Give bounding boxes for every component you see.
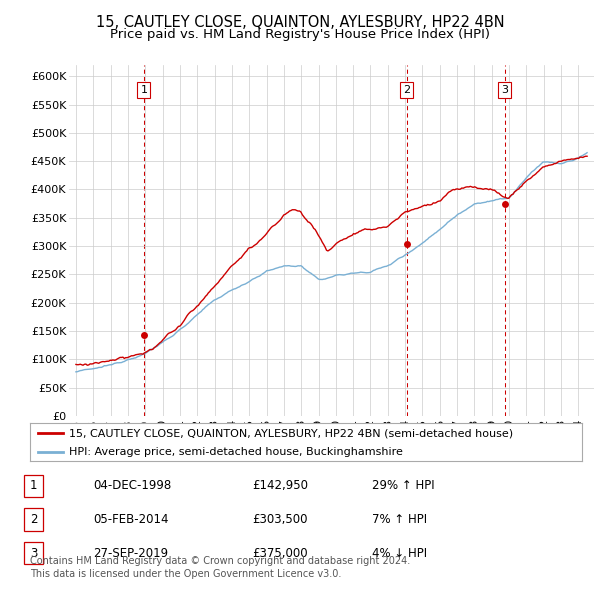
Text: 1: 1 [140,86,148,96]
Text: 29% ↑ HPI: 29% ↑ HPI [372,479,434,493]
Text: £375,000: £375,000 [252,546,308,560]
Text: 27-SEP-2019: 27-SEP-2019 [93,546,168,560]
Text: 3: 3 [501,86,508,96]
Text: 7% ↑ HPI: 7% ↑ HPI [372,513,427,526]
Text: 4% ↓ HPI: 4% ↓ HPI [372,546,427,560]
Text: 3: 3 [30,546,37,560]
Text: 05-FEB-2014: 05-FEB-2014 [93,513,169,526]
Text: 15, CAUTLEY CLOSE, QUAINTON, AYLESBURY, HP22 4BN: 15, CAUTLEY CLOSE, QUAINTON, AYLESBURY, … [95,15,505,30]
Text: 2: 2 [403,86,410,96]
Text: Price paid vs. HM Land Registry's House Price Index (HPI): Price paid vs. HM Land Registry's House … [110,28,490,41]
Text: Contains HM Land Registry data © Crown copyright and database right 2024.
This d: Contains HM Land Registry data © Crown c… [30,556,410,579]
Text: HPI: Average price, semi-detached house, Buckinghamshire: HPI: Average price, semi-detached house,… [68,447,403,457]
Text: £303,500: £303,500 [252,513,308,526]
Text: £142,950: £142,950 [252,479,308,493]
Text: 04-DEC-1998: 04-DEC-1998 [93,479,171,493]
Text: 15, CAUTLEY CLOSE, QUAINTON, AYLESBURY, HP22 4BN (semi-detached house): 15, CAUTLEY CLOSE, QUAINTON, AYLESBURY, … [68,428,513,438]
Text: 1: 1 [30,479,37,493]
Text: 2: 2 [30,513,37,526]
